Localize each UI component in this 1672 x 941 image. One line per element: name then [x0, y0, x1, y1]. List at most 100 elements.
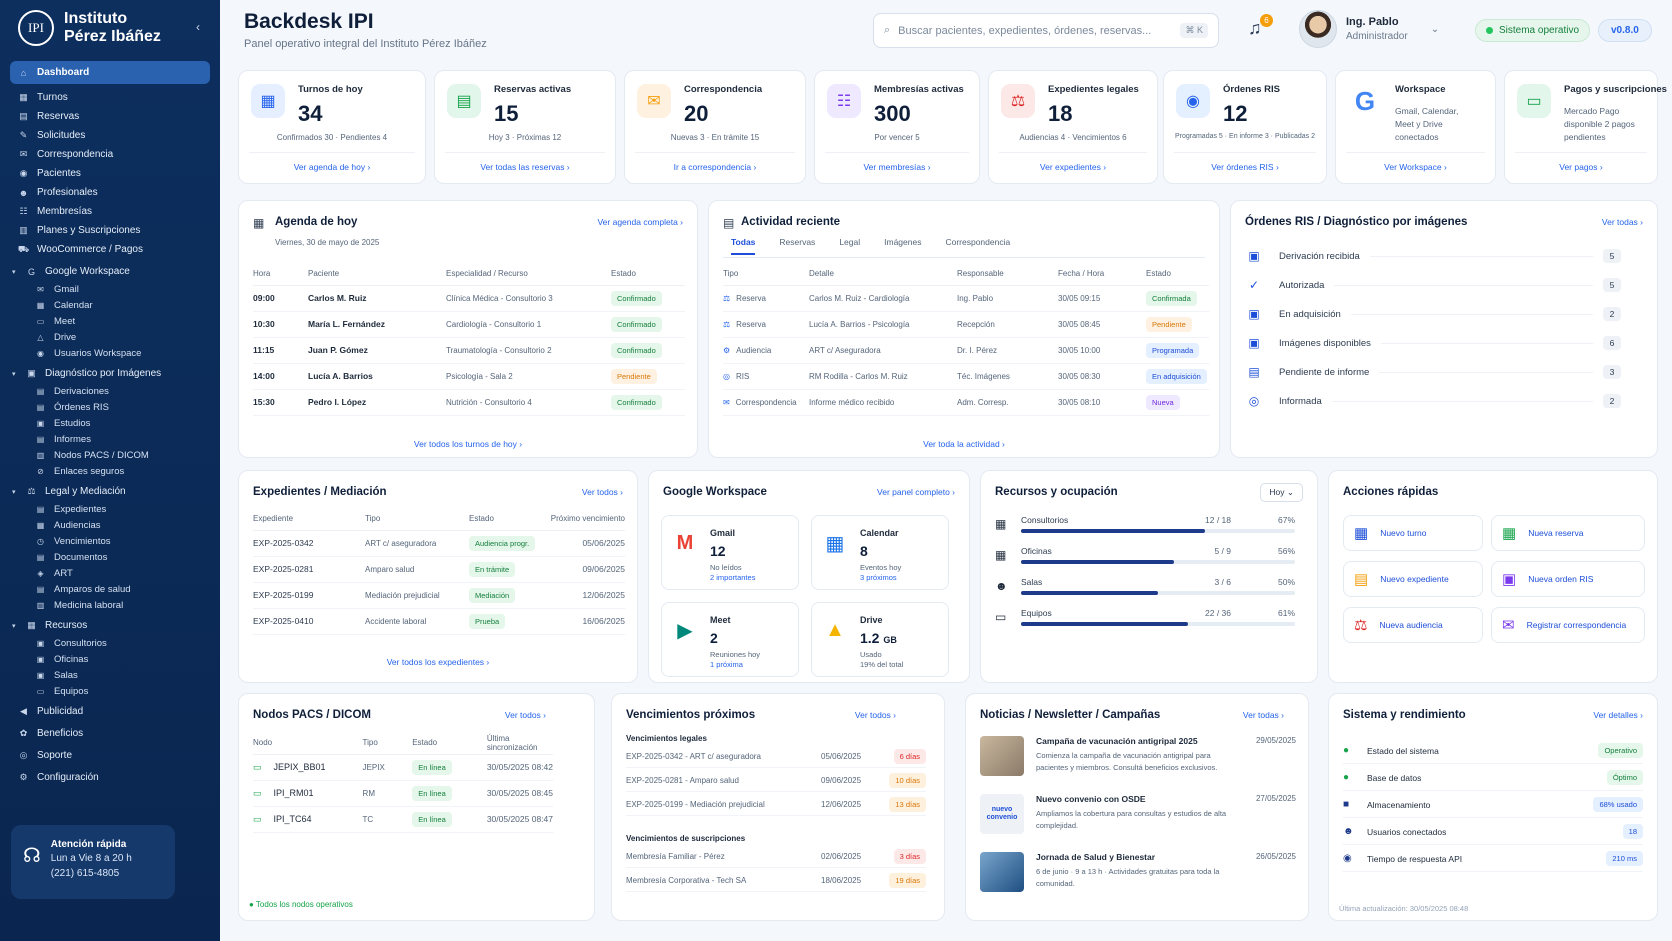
- sidebar-group-diagnostico[interactable]: ▾ ▣ Diagnóstico por Imágenes: [10, 364, 210, 383]
- ris-status-row[interactable]: ▣ Derivación recibida 5: [1245, 241, 1621, 271]
- sidebar-group-legal[interactable]: ▾ ⚖ Legal y Mediación: [10, 482, 210, 501]
- deadline-row[interactable]: EXP-2025-0199 - Mediación prejudicial 12/…: [626, 794, 926, 816]
- stat-link[interactable]: Ver expedientes ›: [1039, 162, 1107, 172]
- deadline-row[interactable]: EXP-2025-0281 - Amparo salud 09/06/2025 10…: [626, 770, 926, 792]
- table-row[interactable]: ▭ IPI_TC64 TC En línea 30/05/2025 08:47: [253, 806, 553, 833]
- sidebar-item-woocommerce[interactable]: ⛟ WooCommerce / Pagos: [10, 240, 210, 259]
- sidebar-item-profesionales[interactable]: ☻ Profesionales: [10, 183, 210, 202]
- stat-card-workspace[interactable]: G Workspace Gmail, Calendar, Meet y Driv…: [1335, 70, 1496, 184]
- sidebar-item-enlaces-seguros[interactable]: ⊘ Enlaces seguros: [10, 463, 210, 479]
- sidebar-item-informes[interactable]: ▤ Informes: [10, 431, 210, 447]
- sidebar-item-art[interactable]: ◈ ART: [10, 565, 210, 581]
- sidebar-item-expedientes[interactable]: ▤ Expedientes: [10, 501, 210, 517]
- ris-status-row[interactable]: ▤ Pendiente de informe 3: [1245, 357, 1621, 387]
- stat-link[interactable]: Ver agenda de hoy ›: [293, 162, 371, 172]
- sidebar-item-usuarios-workspace[interactable]: ◉ Usuarios Workspace: [10, 345, 210, 361]
- sidebar-item-soporte[interactable]: ◎ Soporte: [10, 746, 210, 765]
- gmail-tile[interactable]: M Gmail 12 No leídos 2 importantes: [661, 515, 799, 590]
- table-row[interactable]: 09:00 Carlos M. Ruiz Clínica Médica - Cons…: [253, 285, 685, 312]
- sidebar-item-membresias[interactable]: ☷ Membresías: [10, 202, 210, 221]
- sidebar-item-gmail[interactable]: ✉ Gmail: [10, 281, 210, 297]
- new-reserva-button[interactable]: ▦ Nueva reserva: [1491, 515, 1645, 551]
- drive-tile[interactable]: ▲ Drive 1.2 GB Usado 19% del total: [811, 602, 949, 677]
- ris-status-row[interactable]: ◎ Informada 2: [1245, 386, 1621, 416]
- sidebar-item-amparos[interactable]: ▤ Amparos de salud: [10, 581, 210, 597]
- table-row[interactable]: ⚙ Audiencia ART c/ Aseguradora Dr. I. Pérez…: [723, 337, 1209, 364]
- brand[interactable]: IPI Instituto Pérez Ibáñez: [18, 10, 161, 46]
- ris-link[interactable]: Ver todas ›: [1601, 217, 1643, 227]
- sidebar-item-equipos[interactable]: ▭ Equipos: [10, 683, 210, 699]
- sidebar-item-correspondencia[interactable]: ✉ Correspondencia: [10, 145, 210, 164]
- sidebar-item-meet[interactable]: ▭ Meet: [10, 313, 210, 329]
- search-input[interactable]: ⌕ Buscar pacientes, expedientes, órdenes…: [873, 13, 1219, 48]
- news-item[interactable]: Jornada de Salud y Bienestar 6 de junio …: [980, 852, 1296, 904]
- new-audiencia-button[interactable]: ⚖ Nueva audiencia: [1343, 607, 1483, 643]
- sidebar-item-drive[interactable]: △ Drive: [10, 329, 210, 345]
- sidebar-group-recursos[interactable]: ▾ ▦ Recursos: [10, 616, 210, 635]
- ris-status-row[interactable]: ▣ Imágenes disponibles 6: [1245, 328, 1621, 358]
- stat-card-membresias[interactable]: ☷ Membresías activas 300 Por vencer 5 Ve…: [814, 70, 980, 184]
- tab-todas[interactable]: Todas: [731, 237, 756, 255]
- new-expediente-button[interactable]: ▤ Nuevo expediente: [1343, 561, 1483, 597]
- sidebar-item-vencimientos[interactable]: ◷ Vencimientos: [10, 533, 210, 549]
- sidebar-item-reservas[interactable]: ▤ Reservas: [10, 107, 210, 126]
- quick-help-card[interactable]: ☊ Atención rápida Lun a Vie 8 a 20 h (22…: [11, 825, 175, 899]
- tab-legal[interactable]: Legal: [839, 237, 861, 247]
- table-row[interactable]: EXP-2025-0281 Amparo salud En trámite 09/06…: [253, 556, 625, 583]
- sidebar-item-calendar[interactable]: ▦ Calendar: [10, 297, 210, 313]
- sidebar-item-derivaciones[interactable]: ▤ Derivaciones: [10, 383, 210, 399]
- table-row[interactable]: 15:30 Pedro I. López Nutrición - Consultor…: [253, 389, 685, 416]
- resource-row[interactable]: ▦ Oficinas 5 / 9 56%: [995, 542, 1295, 574]
- new-turno-button[interactable]: ▦ Nuevo turno: [1343, 515, 1483, 551]
- stat-card-turnos[interactable]: ▦ Turnos de hoy 34 Confirmados 30 · Pend…: [238, 70, 426, 184]
- sidebar-group-google[interactable]: ▾ G Google Workspace: [10, 262, 210, 281]
- agenda-full-link[interactable]: Ver agenda completa ›: [597, 217, 683, 227]
- sidebar-item-beneficios[interactable]: ✿ Beneficios: [10, 724, 210, 743]
- stat-card-correspondencia[interactable]: ✉ Correspondencia 20 Nuevas 3 · En trámi…: [624, 70, 806, 184]
- stat-card-reservas[interactable]: ▤ Reservas activas 15 Hoy 3 · Próximas 1…: [434, 70, 616, 184]
- table-row[interactable]: 14:00 Lucía A. Barrios Psicología - Sala 2…: [253, 363, 685, 390]
- notifications-button[interactable]: ♫ 6: [1248, 14, 1273, 39]
- deadline-row[interactable]: Membresía Familiar - Pérez 02/06/2025 3 dí…: [626, 846, 926, 868]
- table-row[interactable]: ◎ RIS RM Rodilla - Carlos M. Ruiz Téc. Imág…: [723, 363, 1209, 390]
- sidebar-item-publicidad[interactable]: ◀ Publicidad: [10, 702, 210, 721]
- table-row[interactable]: ⚖ Reserva Lucía A. Barrios - Psicología Rec…: [723, 311, 1209, 338]
- resource-row[interactable]: ▦ Consultorios 12 / 18 67%: [995, 511, 1295, 543]
- stat-card-ris[interactable]: ◉ Órdenes RIS 12 Programadas 5 · En info…: [1163, 70, 1327, 184]
- sidebar-item-pacientes[interactable]: ◉ Pacientes: [10, 164, 210, 183]
- stat-link[interactable]: Ver membresías ›: [863, 162, 931, 172]
- table-row[interactable]: ⚖ Reserva Carlos M. Ruiz - Cardiología Ing.…: [723, 285, 1209, 312]
- deadline-row[interactable]: EXP-2025-0342 - ART c/ aseguradora 05/06/…: [626, 746, 926, 768]
- workspace-link[interactable]: Ver panel completo ›: [877, 487, 955, 497]
- calendar-tile[interactable]: ▦ Calendar 8 Eventos hoy 3 próximos: [811, 515, 949, 590]
- news-item[interactable]: nuevo convenio Nuevo convenio con OSDE A…: [980, 794, 1296, 846]
- expedientes-footer-link[interactable]: Ver todos los expedientes ›: [386, 657, 490, 667]
- sidebar-item-configuracion[interactable]: ⚙ Configuración: [10, 768, 210, 787]
- table-row[interactable]: ▭ JEPIX_BB01 JEPIX En línea 30/05/2025 08:42: [253, 754, 553, 781]
- vencimientos-link[interactable]: Ver todos ›: [854, 710, 896, 720]
- stat-card-pagos[interactable]: ▭ Pagos y suscripciones Mercado Pago dis…: [1504, 70, 1667, 184]
- resource-row[interactable]: ☻ Salas 3 / 6 50%: [995, 573, 1295, 605]
- stat-link[interactable]: Ver Workspace ›: [1384, 162, 1447, 172]
- sidebar-item-nodos-pacs[interactable]: ▥ Nodos PACS / DICOM: [10, 447, 210, 463]
- period-select[interactable]: Hoy ⌄: [1260, 483, 1303, 502]
- sidebar-item-oficinas[interactable]: ▣ Oficinas: [10, 651, 210, 667]
- sidebar-item-medicina-laboral[interactable]: ▥ Medicina laboral: [10, 597, 210, 613]
- deadline-row[interactable]: Membresía Corporativa - Tech SA 18/06/202…: [626, 870, 926, 892]
- sidebar-item-planes[interactable]: ▥ Planes y Suscripciones: [10, 221, 210, 240]
- sidebar-item-salas[interactable]: ▣ Salas: [10, 667, 210, 683]
- sidebar-item-estudios[interactable]: ▣ Estudios: [10, 415, 210, 431]
- tab-correspondencia[interactable]: Correspondencia: [945, 237, 1011, 247]
- agenda-footer-link[interactable]: Ver todos los turnos de hoy ›: [413, 439, 523, 449]
- meet-tile[interactable]: ▶ Meet 2 Reuniones hoy 1 próxima: [661, 602, 799, 677]
- news-item[interactable]: Campaña de vacunación antigripal 2025 Co…: [980, 736, 1296, 788]
- resource-row[interactable]: ▭ Equipos 22 / 36 61%: [995, 604, 1295, 636]
- new-orden-ris-button[interactable]: ▣ Nueva orden RIS: [1491, 561, 1645, 597]
- sidebar-item-solicitudes[interactable]: ✎ Solicitudes: [10, 126, 210, 145]
- ris-status-row[interactable]: ▣ En adquisición 2: [1245, 299, 1621, 329]
- table-row[interactable]: 10:30 María L. Fernández Cardiología - Con…: [253, 311, 685, 338]
- sidebar-item-turnos[interactable]: ▦ Turnos: [10, 88, 210, 107]
- sidebar-item-documentos[interactable]: ▤ Documentos: [10, 549, 210, 565]
- table-row[interactable]: ▭ IPI_RM01 RM En línea 30/05/2025 08:45: [253, 780, 553, 807]
- tab-reservas[interactable]: Reservas: [779, 237, 816, 247]
